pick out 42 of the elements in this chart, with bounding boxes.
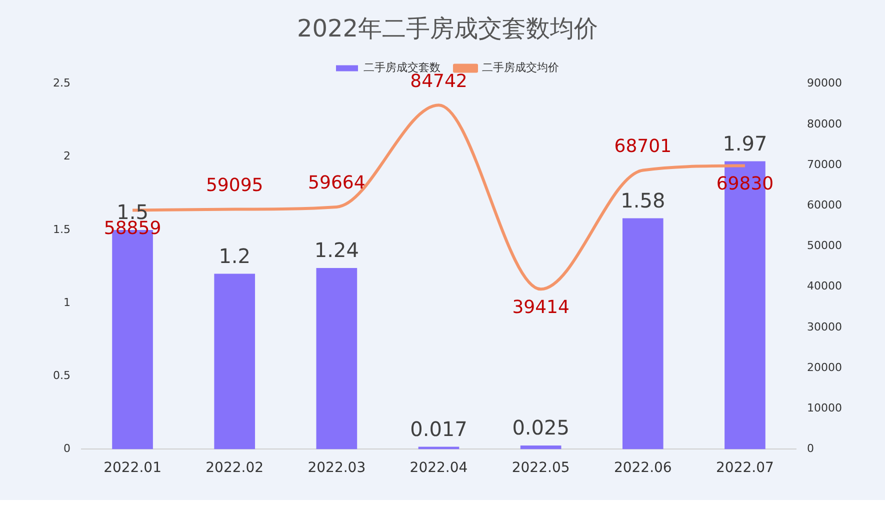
data-label: 68701 [614,136,672,157]
legend-label: 二手房成交套数 [364,61,440,74]
data-label: 1.97 [722,131,768,156]
y2-tick-label: 40000 [807,280,842,293]
data-label: 59095 [206,174,264,196]
bar [316,268,358,450]
data-label: 0.017 [410,416,468,441]
y2-tick-label: 10000 [807,401,842,414]
y2-tick-label: 70000 [807,158,842,171]
data-label: 1.58 [620,188,666,212]
chart-title: 2022年二手房成交套数均价 [296,14,598,43]
y2-tick-label: 0 [807,442,814,456]
x-tick-label: 2022.01 [104,460,162,476]
y-tick-label: 0.5 [52,368,70,382]
data-label: 0.025 [512,416,570,440]
data-label: 59664 [308,172,366,194]
bar [520,446,562,450]
y2-tick-label: 80000 [807,117,842,130]
x-tick-label: 2022.02 [206,460,264,476]
y-tick-label: 2 [63,150,70,163]
data-label: 39414 [512,296,570,318]
data-label: 1.2 [218,244,251,268]
y-tick-label: 1 [63,296,70,309]
bar [418,446,460,450]
y2-tick-label: 50000 [807,239,842,252]
data-label: 1.24 [314,238,359,262]
x-tick-label: 2022.06 [614,460,672,476]
legend-label: 二手房成交均价 [482,61,559,74]
y2-tick-label: 90000 [807,76,842,90]
x-tick-label: 2022.03 [308,460,366,476]
y2-tick-label: 30000 [807,320,842,334]
y-tick-label: 0 [63,442,70,456]
bar [622,218,664,450]
x-tick-label: 2022.05 [512,460,570,476]
x-tick-label: 2022.04 [410,460,468,476]
y2-tick-label: 60000 [807,198,842,212]
data-label: 69830 [716,173,774,194]
bar [214,274,256,450]
y-tick-label: 1.5 [52,222,70,236]
y2-tick-label: 20000 [807,360,842,374]
x-tick-label: 2022.07 [716,460,774,476]
y-tick-label: 2.5 [52,76,70,90]
